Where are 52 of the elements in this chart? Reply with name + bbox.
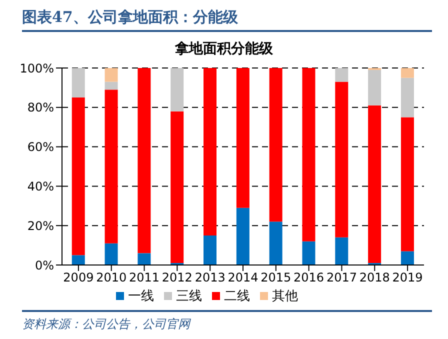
- bar: [400, 68, 414, 78]
- bar: [400, 117, 414, 252]
- x-tick-label: 2015: [260, 270, 292, 285]
- x-tick-label: 2009: [63, 270, 94, 285]
- y-tick-label: 100%: [20, 61, 54, 76]
- bar: [302, 68, 316, 242]
- bar: [72, 68, 85, 98]
- bar: [72, 98, 85, 256]
- bar: [302, 241, 316, 265]
- x-tick-label: 2014: [228, 270, 258, 285]
- bar: [335, 68, 348, 82]
- chart-title: 图表47、公司拿地面积：分能级: [22, 8, 432, 32]
- bar: [138, 253, 151, 265]
- legend-label: 一线: [128, 289, 154, 304]
- y-tick-label: 0%: [34, 258, 54, 272]
- bar: [269, 68, 282, 222]
- bar: [236, 68, 250, 208]
- bar: [104, 90, 118, 244]
- bar: [400, 251, 414, 265]
- chart-subtitle: 拿地面积分能级: [174, 40, 274, 58]
- bar: [335, 82, 348, 238]
- y-tick-label: 80%: [27, 100, 54, 115]
- bar: [104, 82, 118, 90]
- legend-label: 二线: [224, 289, 250, 304]
- bar: [104, 243, 118, 265]
- y-tick-label: 40%: [27, 179, 54, 194]
- x-tick-label: 2010: [96, 270, 127, 285]
- x-tick-label: 2016: [294, 270, 324, 285]
- bar: [204, 68, 217, 236]
- bar: [138, 68, 151, 254]
- bar: [269, 222, 282, 265]
- bar: [236, 208, 250, 265]
- text: 资料来源：公司公告，公司官网: [22, 310, 432, 333]
- bar: [400, 78, 414, 118]
- y-tick-label: 20%: [27, 218, 54, 233]
- bar: [368, 70, 382, 106]
- x-tick-label: 2019: [392, 270, 423, 285]
- bar: [170, 111, 184, 264]
- legend-label: 三线: [176, 289, 202, 304]
- bar: [204, 235, 217, 265]
- y-tick-label: 60%: [27, 140, 54, 154]
- x-tick-label: 2012: [162, 270, 192, 285]
- bar: [335, 237, 348, 265]
- bar: [170, 68, 184, 112]
- x-tick-label: 2017: [326, 270, 357, 285]
- bar: [104, 68, 118, 82]
- x-tick-label: 2013: [194, 270, 226, 285]
- bar: [368, 105, 382, 264]
- x-tick-label: 2018: [359, 270, 390, 285]
- bar: [72, 255, 85, 265]
- x-tick-label: 2011: [129, 270, 160, 285]
- legend-label: 其他: [272, 289, 298, 304]
